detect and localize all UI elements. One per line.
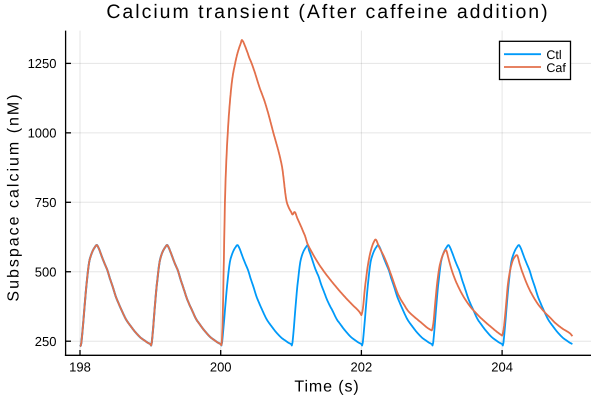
svg-text:1000: 1000 xyxy=(28,126,57,141)
svg-text:500: 500 xyxy=(35,264,57,279)
svg-text:Calcium transient (After caffe: Calcium transient (After caffeine additi… xyxy=(106,1,549,23)
svg-text:1250: 1250 xyxy=(28,56,57,71)
svg-text:Caf: Caf xyxy=(546,61,566,75)
svg-text:250: 250 xyxy=(35,334,57,349)
svg-text:Subspace calcium (nM): Subspace calcium (nM) xyxy=(6,92,23,301)
svg-text:200: 200 xyxy=(210,359,232,374)
svg-text:198: 198 xyxy=(69,359,91,374)
svg-text:202: 202 xyxy=(351,359,373,374)
svg-text:204: 204 xyxy=(491,359,513,374)
svg-text:Time (s): Time (s) xyxy=(294,379,359,396)
svg-text:Ctl: Ctl xyxy=(546,48,561,62)
svg-text:750: 750 xyxy=(35,195,57,210)
